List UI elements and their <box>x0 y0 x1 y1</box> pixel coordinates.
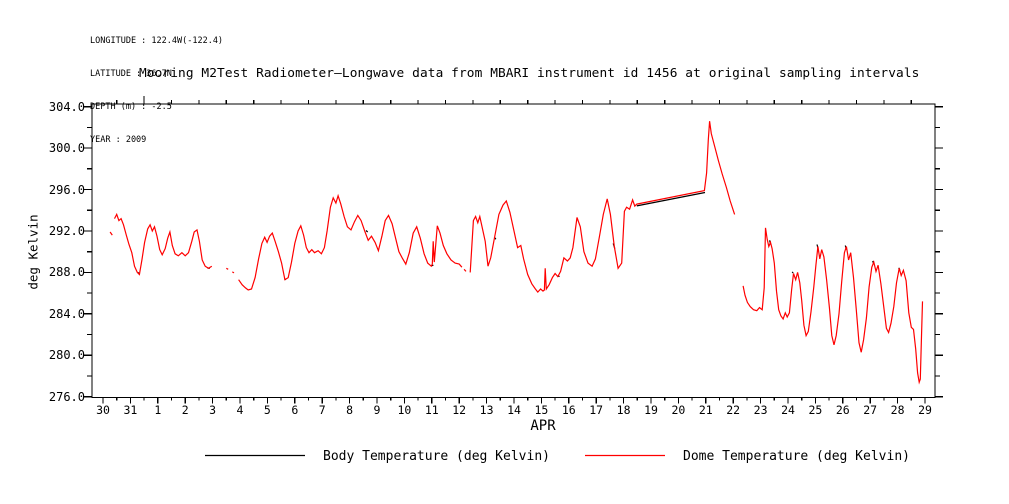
y-tick-label: 288.0 <box>48 265 85 280</box>
x-tick-label: 9 <box>373 403 381 417</box>
x-tick-label: 25 <box>808 403 823 417</box>
series-segment <box>109 231 113 236</box>
y-tick-label: 296.0 <box>48 182 85 197</box>
legend-body-label: Body Temperature (deg Kelvin) <box>323 449 550 464</box>
x-tick-label: 5 <box>263 403 271 417</box>
metadata-year: YEAR : 2009 <box>90 135 147 145</box>
x-tick-label: 3 <box>209 403 217 417</box>
x-tick-label: 14 <box>507 403 521 417</box>
plot-frame <box>91 103 936 399</box>
x-tick-label: 30 <box>96 403 110 417</box>
metadata-block: LONGITUDE : 122.4W(-122.4) LATITUDE : 36… <box>90 14 223 168</box>
x-tick-label: 6 <box>291 403 299 417</box>
series-segment <box>238 193 463 291</box>
series-segment <box>113 212 213 276</box>
y-tick-label: 292.0 <box>48 223 85 238</box>
metadata-depth: DEPTH (m) : -2.5 <box>90 102 172 112</box>
x-tick-label: 11 <box>424 403 439 417</box>
x-tick-label: 27 <box>863 403 878 417</box>
x-tick-label: 12 <box>452 403 467 417</box>
x-tick-label: 19 <box>644 403 658 417</box>
metadata-latitude: LATITUDE : 36.7N <box>90 69 172 79</box>
data-series <box>109 121 924 385</box>
series-segment <box>463 268 467 272</box>
x-tick-label: 7 <box>318 403 326 417</box>
series-segment <box>636 191 706 207</box>
series-segment <box>226 267 229 270</box>
x-tick-label: 18 <box>616 403 631 417</box>
x-tick-label: 21 <box>698 403 713 417</box>
x-tick-label: 23 <box>753 403 768 417</box>
series-segment <box>742 227 924 385</box>
x-tick-label: 4 <box>236 403 244 417</box>
x-tick-label: 10 <box>397 403 412 417</box>
axis-ticks <box>84 96 943 404</box>
chart-title: Mooring M2Test Radiometer—Longwave data … <box>139 66 920 81</box>
x-tick-label: 20 <box>671 403 686 417</box>
x-tick-label: 17 <box>589 403 604 417</box>
x-tick-label: 22 <box>726 403 741 417</box>
metadata-longitude: LONGITUDE : 122.4W(-122.4) <box>90 36 224 46</box>
x-tick-label: 29 <box>918 403 932 417</box>
series-segment <box>469 121 736 294</box>
y-tick-label: 284.0 <box>48 306 85 321</box>
series-segment <box>791 271 794 274</box>
x-tick-label: 1 <box>154 403 162 417</box>
y-tick-label: 300.0 <box>48 141 85 156</box>
x-axis-label: APR <box>530 418 556 434</box>
legend-dome-label: Dome Temperature (deg Kelvin) <box>683 449 910 464</box>
y-tick-label: 280.0 <box>48 348 85 363</box>
series-segment <box>231 271 235 274</box>
series-segment <box>365 230 369 233</box>
x-tick-label: 15 <box>534 403 549 417</box>
x-tick-label: 24 <box>781 403 795 417</box>
x-tick-label: 31 <box>123 403 138 417</box>
x-tick-label: 28 <box>890 403 905 417</box>
y-tick-label: 276.0 <box>48 389 85 404</box>
x-tick-label: 8 <box>346 403 354 417</box>
x-tick-label: 2 <box>181 403 189 417</box>
y-tick-label: 304.0 <box>48 99 85 114</box>
x-tick-label: 26 <box>835 403 850 417</box>
x-tick-label: 13 <box>479 403 494 417</box>
x-tick-label: 16 <box>561 403 576 417</box>
